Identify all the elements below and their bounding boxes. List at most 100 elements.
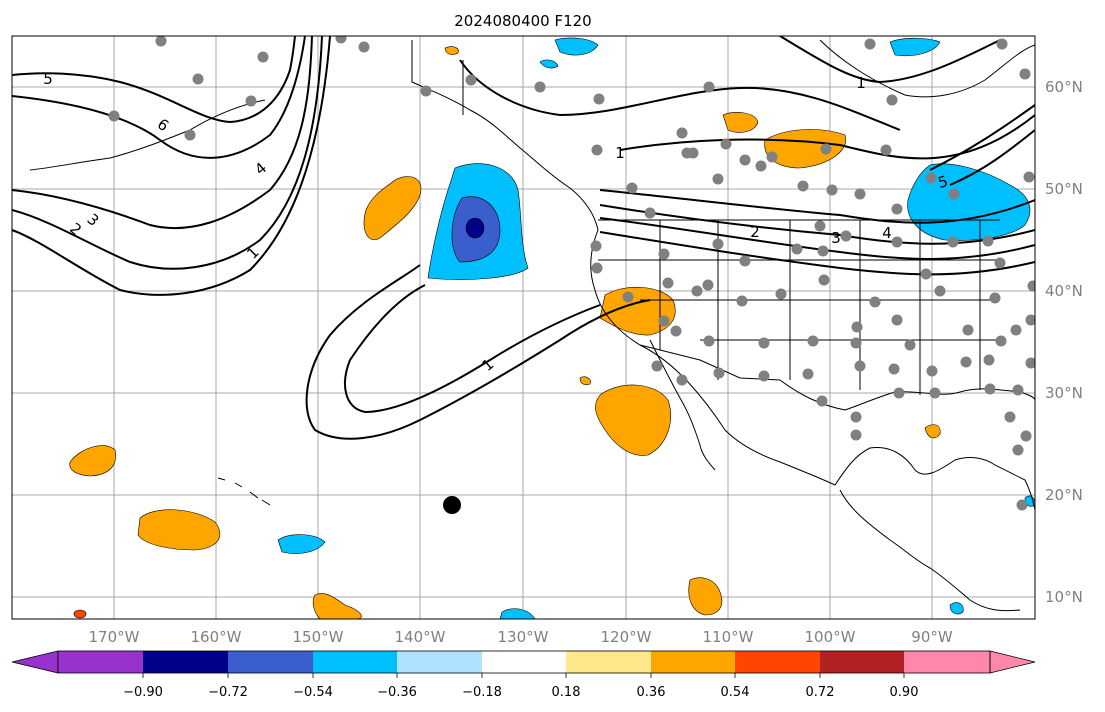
- station-dot: [792, 244, 803, 255]
- lon-label-140w: 140°W: [395, 628, 446, 646]
- colorbar-tick-7: 0.36: [637, 685, 666, 700]
- station-dot: [798, 181, 809, 192]
- station-dot: [851, 338, 862, 349]
- map-panel: 5 6 4 3 2 1 1 1 5 4 3 2 1: [12, 33, 1039, 620]
- station-dot: [740, 155, 751, 166]
- station-dot: [996, 336, 1007, 347]
- station-dot: [983, 236, 994, 247]
- colorbar-tick-3: −0.54: [293, 685, 333, 700]
- colorbar-ticks: [143, 673, 904, 678]
- contour-label-3-east: 3: [831, 229, 841, 247]
- colorbar-bin-4: [313, 651, 397, 673]
- longitude-labels: 170°W 160°W 150°W 140°W 130°W 120°W 110°…: [89, 628, 953, 646]
- latitude-labels: 60°N 50°N 40°N 30°N 20°N 10°N: [1045, 78, 1083, 606]
- station-dot: [704, 336, 715, 347]
- station-dot: [855, 361, 866, 372]
- station-dot: [466, 75, 477, 86]
- lat-label-20n: 20°N: [1045, 486, 1083, 504]
- station-dot: [949, 189, 960, 200]
- station-dot: [591, 241, 602, 252]
- station-dot: [870, 297, 881, 308]
- station-dot: [535, 82, 546, 93]
- station-dot: [713, 174, 724, 185]
- contour-label-4-east: 4: [882, 224, 892, 242]
- colorbar-tick-2: −0.72: [208, 685, 248, 700]
- station-dot: [258, 52, 269, 63]
- station-dot: [865, 39, 876, 50]
- station-dot: [677, 128, 688, 139]
- station-dot: [803, 369, 814, 380]
- station-dot: [997, 39, 1008, 50]
- station-dot: [1013, 445, 1024, 456]
- colorbar-max-extend: [990, 651, 1035, 673]
- station-dot: [737, 296, 748, 307]
- colorbar-tick-8: 0.54: [721, 685, 750, 700]
- lat-label-10n: 10°N: [1045, 588, 1083, 606]
- station-dot: [892, 315, 903, 326]
- contour-label-1-east: 1: [615, 144, 625, 162]
- station-dot: [663, 278, 674, 289]
- station-dot: [881, 145, 892, 156]
- station-dot: [961, 357, 972, 368]
- station-dot: [963, 325, 974, 336]
- station-dot: [156, 36, 167, 47]
- lon-label-100w: 100°W: [805, 628, 856, 646]
- station-dot: [721, 139, 732, 150]
- station-dot: [659, 249, 670, 260]
- station-dot: [627, 183, 638, 194]
- colorbar: −0.90 −0.72 −0.54 −0.36 −0.18 0.18 0.36 …: [12, 651, 1035, 700]
- station-dot: [1028, 281, 1039, 292]
- station-dot: [421, 86, 432, 97]
- station-dot: [1020, 69, 1031, 80]
- colorbar-tick-10: 0.90: [890, 685, 919, 700]
- station-dot: [892, 237, 903, 248]
- negative-anomaly-peak: [466, 218, 484, 238]
- map-title: 2024080400 F120: [454, 12, 591, 30]
- lon-label-150w: 150°W: [293, 628, 344, 646]
- lon-label-160w: 160°W: [191, 628, 242, 646]
- station-dot: [246, 96, 257, 107]
- colorbar-bin-11: [904, 651, 990, 673]
- station-dot: [193, 74, 204, 85]
- station-dot: [1013, 385, 1024, 396]
- colorbar-bin-1: [58, 651, 143, 673]
- colorbar-tick-4: −0.36: [377, 685, 417, 700]
- station-dot: [851, 412, 862, 423]
- station-dot: [852, 322, 863, 333]
- lon-label-120w: 120°W: [601, 628, 652, 646]
- colorbar-tick-6: 0.18: [552, 685, 581, 700]
- station-dot: [984, 355, 995, 366]
- station-dot: [818, 246, 829, 257]
- contour-label-5-west: 5: [43, 70, 53, 88]
- colorbar-min-extend: [12, 651, 58, 673]
- station-dot: [336, 33, 347, 44]
- colorbar-tick-5: −0.18: [462, 685, 502, 700]
- station-dot: [359, 42, 370, 53]
- colorbar-bin-10: [820, 651, 904, 673]
- station-dot: [995, 258, 1006, 269]
- station-dot: [645, 208, 656, 219]
- lon-label-90w: 90°W: [911, 628, 953, 646]
- station-dot: [1005, 412, 1016, 423]
- lat-label-50n: 50°N: [1045, 180, 1083, 198]
- station-dot: [935, 286, 946, 297]
- lon-label-110w: 110°W: [703, 628, 754, 646]
- station-dot: [688, 148, 699, 159]
- station-dot: [851, 430, 862, 441]
- colorbar-bin-7: [566, 651, 651, 673]
- station-dot: [827, 185, 838, 196]
- station-dot: [855, 189, 866, 200]
- contour-label-2-east: 2: [750, 223, 760, 241]
- station-dot: [990, 293, 1001, 304]
- station-dot: [905, 340, 916, 351]
- forecast-map-figure: 2024080400 F120: [0, 0, 1105, 712]
- colorbar-tick-9: 0.72: [806, 685, 835, 700]
- station-dot: [921, 269, 932, 280]
- station-dot: [815, 221, 826, 232]
- station-dot: [821, 144, 832, 155]
- station-dot: [759, 338, 770, 349]
- station-dot: [659, 316, 670, 327]
- station-dot: [759, 371, 770, 382]
- station-dot: [894, 388, 905, 399]
- station-dot: [592, 263, 603, 274]
